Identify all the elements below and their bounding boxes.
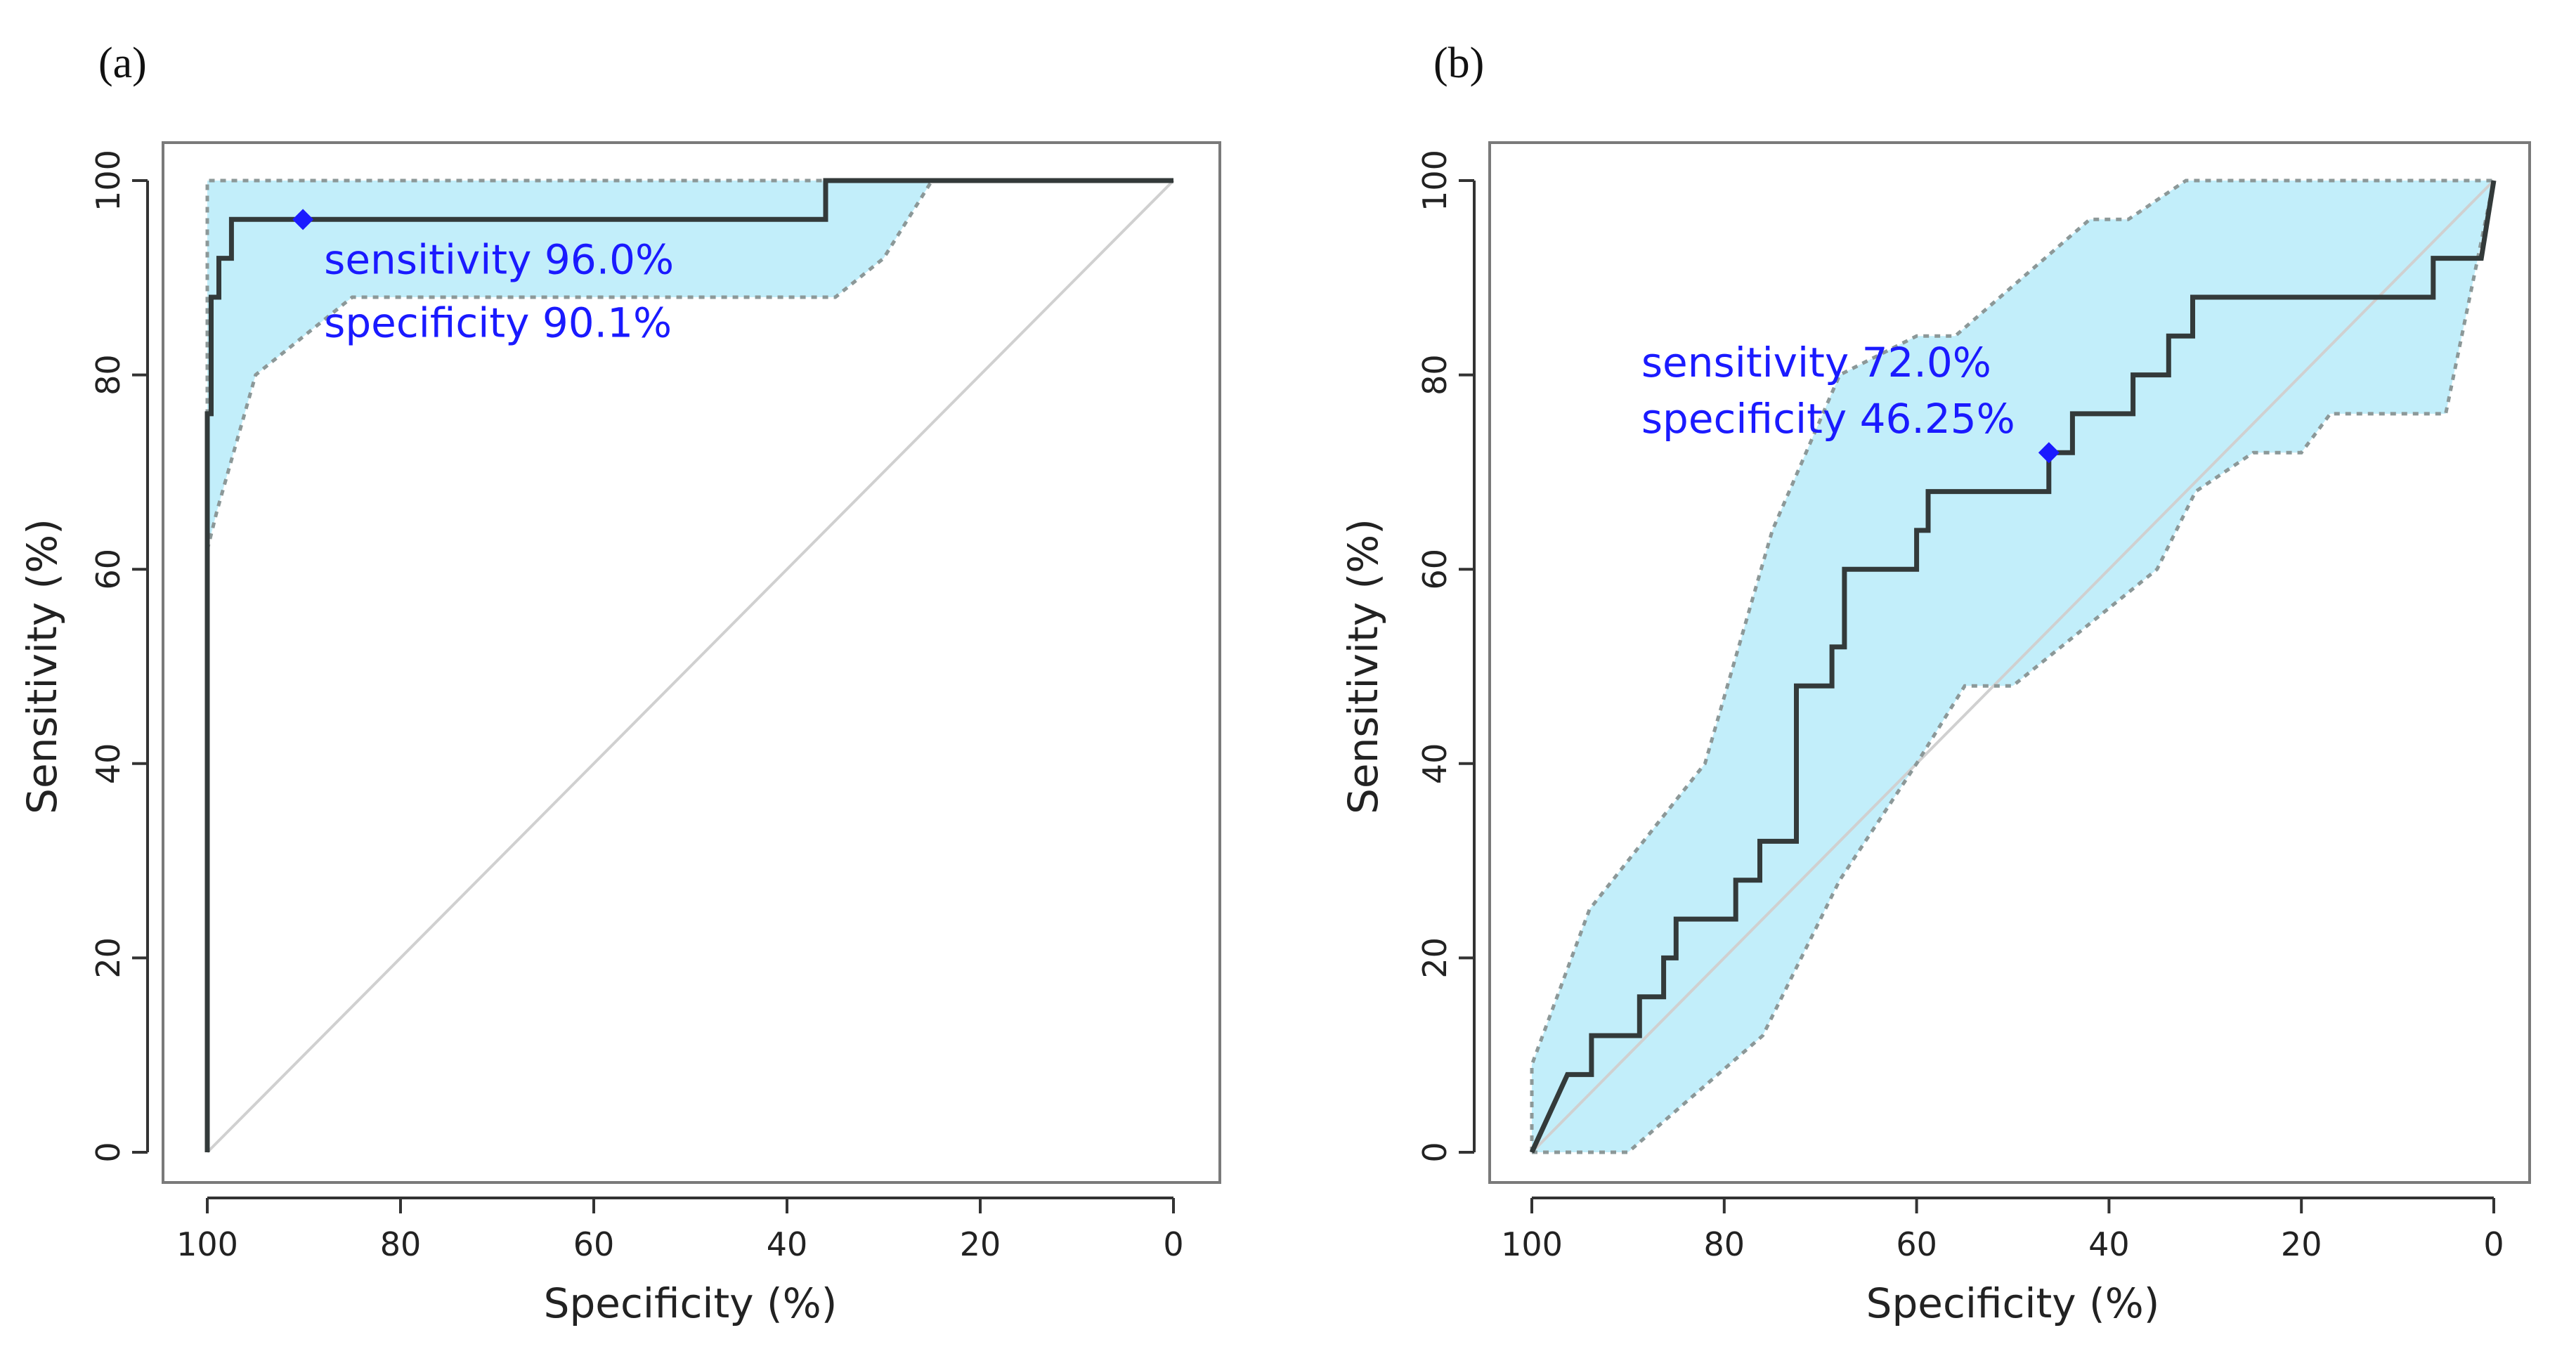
panel-a-y-tick-label: 0 <box>89 1142 127 1162</box>
panel-b-x-tick-label: 20 <box>2281 1225 2322 1263</box>
panel-b-y-tick-label: 80 <box>1416 354 1454 396</box>
panel-a-diagonal-line <box>206 179 1175 1154</box>
panel-a-annotation-specificity: specificity 90.1% <box>324 299 672 346</box>
panel-a-ci-lower <box>205 179 934 551</box>
panel-a-x-tick-label: 0 <box>1163 1225 1183 1263</box>
panel-label-a: (a) <box>98 39 147 87</box>
panel-a-y-tick-label: 100 <box>89 150 127 211</box>
panel-b-y-tick-label: 0 <box>1416 1142 1454 1162</box>
panel-b-y-tick-label: 40 <box>1416 743 1454 785</box>
panel-a-x-tick-label: 60 <box>573 1225 615 1263</box>
panel-b-y-tick-label: 100 <box>1416 150 1454 211</box>
panel-b-y-tick-label: 60 <box>1416 549 1454 590</box>
panel-a-y-tick-label: 20 <box>89 937 127 979</box>
panel-a-x-tick-label: 100 <box>176 1225 238 1263</box>
panel-a-x-axis-label: Specificity (%) <box>544 1279 838 1327</box>
panel-b-diagonal-line <box>1530 179 2495 1154</box>
panel-a-x-tick-label: 80 <box>380 1225 422 1263</box>
panel-a-y-tick-label: 80 <box>89 354 127 396</box>
panel-b-best-point <box>2038 442 2060 464</box>
panel-a: (a) 100 80 60 40 20 0 Specificity (%) 0 20 40 60 80… <box>18 39 1221 1327</box>
panel-b-plot-frame <box>1488 141 2531 1184</box>
panel-b: (b) 100 80 60 40 20 0 Specificity (%) 0 20 40 60 80… <box>1339 39 2531 1327</box>
panel-b-ci-upper <box>1530 178 2494 1152</box>
panel-a-x-tick-label: 40 <box>767 1225 808 1263</box>
panel-a-y-tick-label: 60 <box>89 549 127 590</box>
panel-a-ci-band <box>207 181 1173 550</box>
panel-a-best-point <box>292 209 314 230</box>
panel-a-y-tick-label: 40 <box>89 743 127 785</box>
panel-b-y-axis-label: Sensitivity (%) <box>1339 519 1387 814</box>
panel-label-b: (b) <box>1433 39 1484 87</box>
panel-b-y-tick-label: 20 <box>1416 937 1454 979</box>
panel-a-roc-curve <box>204 178 1173 1152</box>
panel-a-plot-frame <box>162 141 1221 1184</box>
panel-b-annotation-specificity: specificity 46.25% <box>1641 395 2015 443</box>
panel-b-x-axis-label: Specificity (%) <box>1866 1279 2160 1327</box>
panel-b-annotation-sensitivity: sensitivity 72.0% <box>1641 339 1991 386</box>
panel-a-x-tick-label: 20 <box>960 1225 1001 1263</box>
panel-b-x-tick-label: 0 <box>2483 1225 2504 1263</box>
panel-a-y-axis-label: Sensitivity (%) <box>18 519 66 814</box>
panel-a-annotation-sensitivity: sensitivity 96.0% <box>324 235 674 283</box>
panel-b-roc-curve <box>1529 180 2497 1154</box>
panel-b-x-tick-label: 100 <box>1501 1225 1563 1263</box>
panel-b-x-tick-label: 60 <box>1896 1225 1937 1263</box>
panel-b-x-tick-label: 80 <box>1704 1225 1745 1263</box>
panel-b-x-tick-label: 40 <box>2088 1225 2130 1263</box>
